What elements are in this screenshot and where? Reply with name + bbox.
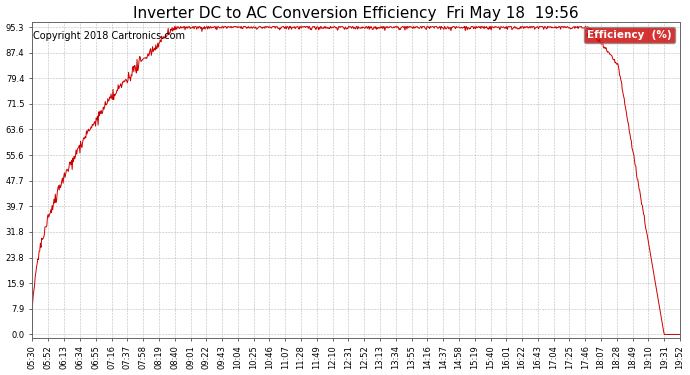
Legend: Efficiency  (%): Efficiency (%) (584, 27, 675, 43)
Title: Inverter DC to AC Conversion Efficiency  Fri May 18  19:56: Inverter DC to AC Conversion Efficiency … (133, 6, 579, 21)
Text: Copyright 2018 Cartronics.com: Copyright 2018 Cartronics.com (32, 31, 185, 41)
